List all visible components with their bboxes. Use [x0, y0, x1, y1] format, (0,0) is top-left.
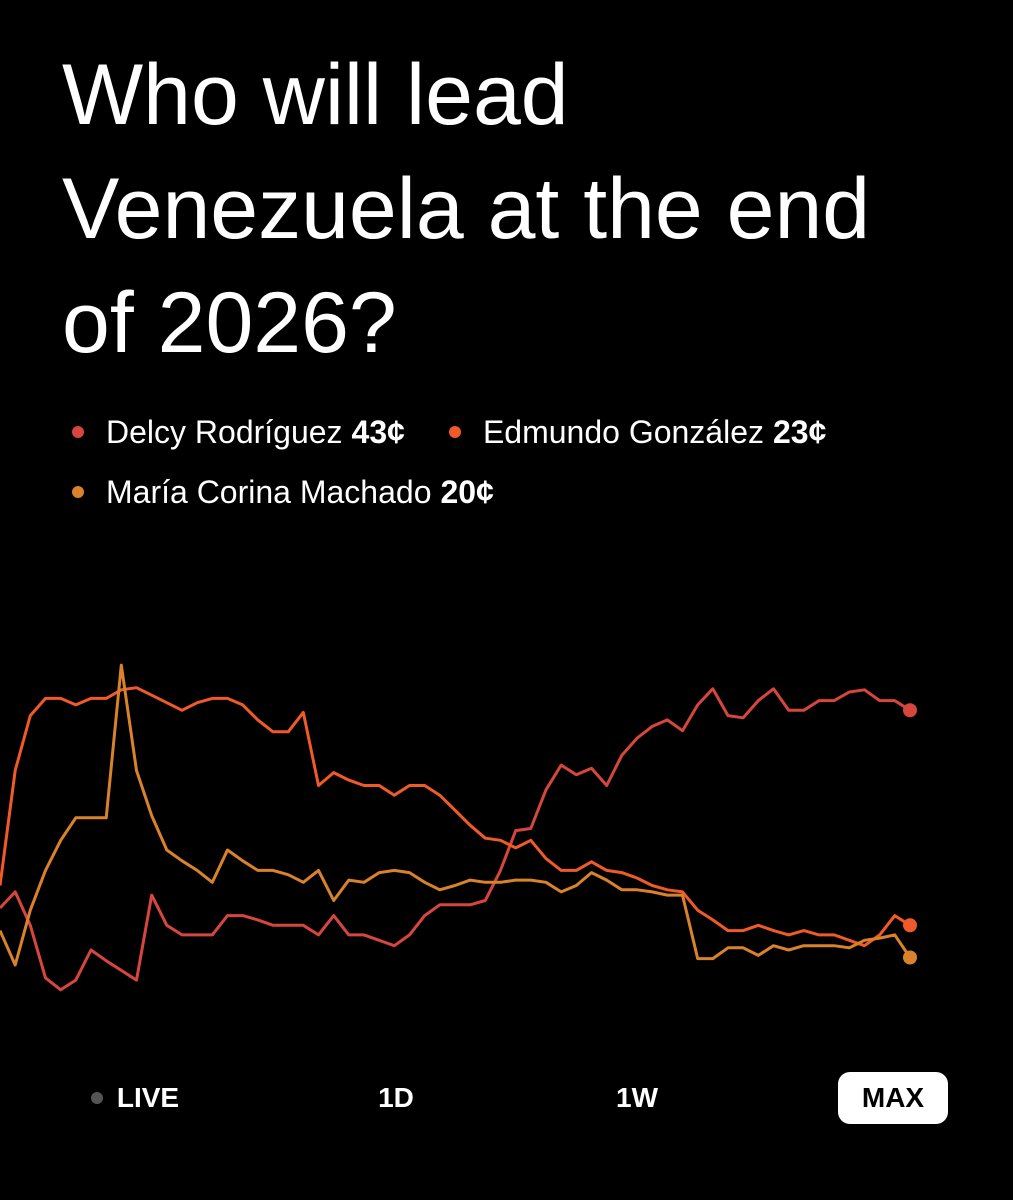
line [0, 686, 911, 948]
title: Who will lead Venezuela at the end of 20… [62, 47, 871, 371]
live-dot [90, 1091, 103, 1104]
range-label: 1W [616, 1082, 658, 1113]
range-button[interactable]: 1W [582, 1072, 692, 1124]
range-button[interactable]: MAX [838, 1072, 948, 1124]
legend-value: 20¢ [440, 474, 494, 510]
legend-name: María Corina Machado [106, 474, 432, 510]
legend-dot [72, 426, 84, 438]
end-dot [903, 950, 917, 965]
range-label: LIVE [116, 1082, 180, 1113]
range-label: MAX [861, 1082, 925, 1113]
line [0, 687, 911, 992]
end-dot [903, 703, 917, 718]
range-button[interactable]: 1D [341, 1072, 451, 1124]
range-label: 1D [378, 1082, 414, 1113]
legend-value: 23¢ [773, 414, 827, 450]
range-button[interactable]: LIVE [80, 1072, 190, 1124]
legend-name: Edmundo González [482, 414, 764, 450]
legend-item: María Corina Machado 20¢ [72, 470, 494, 514]
line [0, 663, 912, 967]
end-dot [903, 918, 917, 933]
legend-item: Delcy Rodríguez 43¢ [72, 410, 405, 454]
legend-value: 43¢ [351, 414, 405, 450]
legend: Delcy Rodríguez 43¢ Edmundo González 23¢ Mar… [72, 410, 1010, 514]
legend-dot [72, 486, 84, 498]
legend-dot [448, 426, 461, 438]
legend-name: Delcy Rodríguez [106, 414, 343, 450]
range-selector: LIVE 1D 1W MAX [0, 1072, 1013, 1124]
legend-item: Edmundo González 23¢ [448, 410, 827, 454]
